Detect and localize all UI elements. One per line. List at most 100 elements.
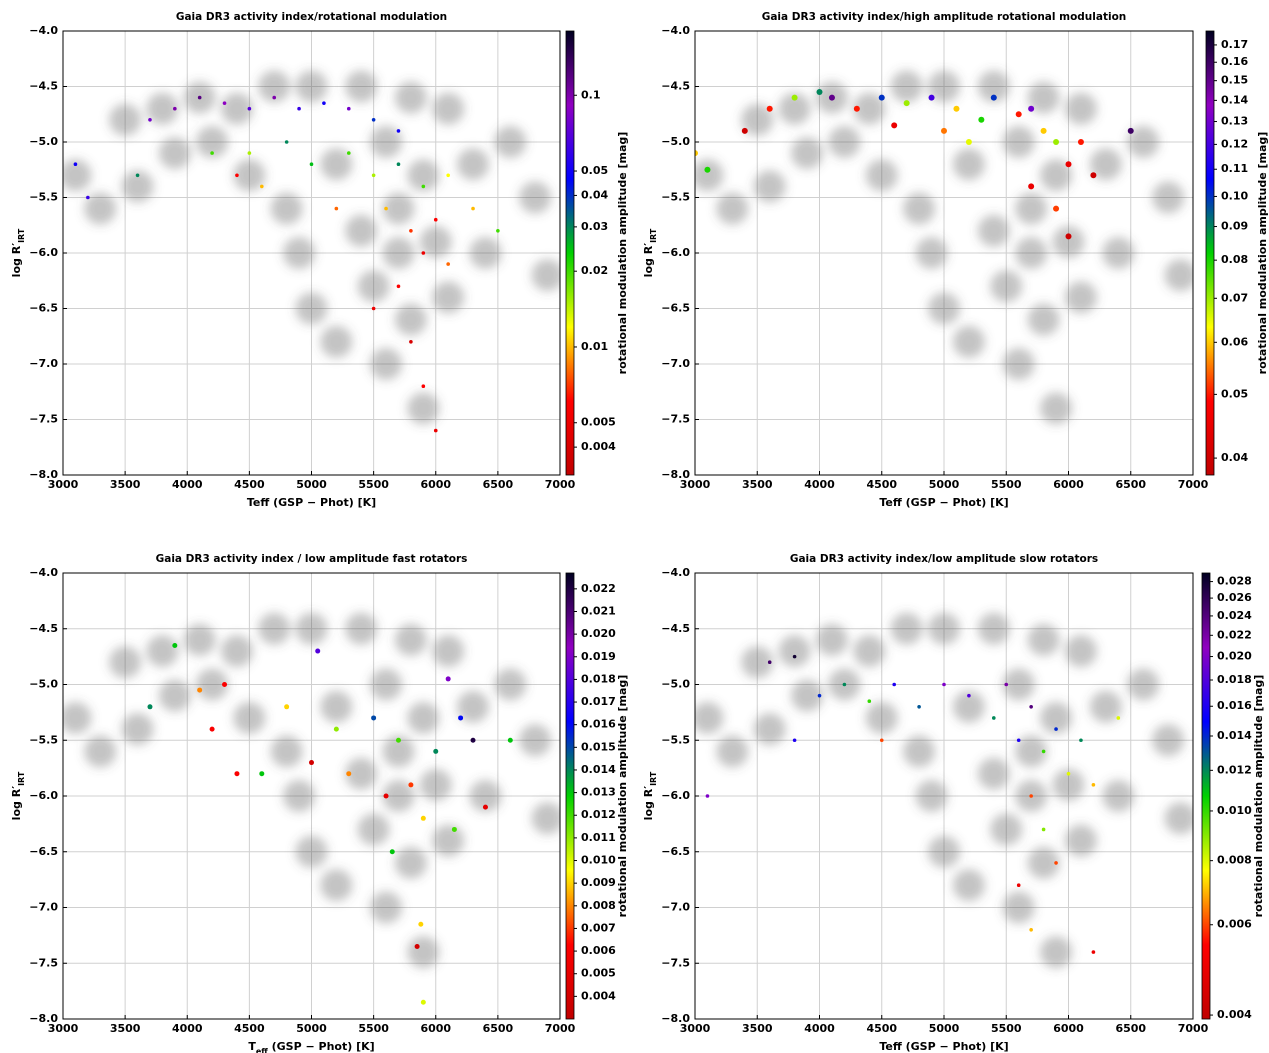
background-point — [1027, 303, 1060, 336]
point — [1077, 139, 1084, 145]
background-point — [121, 713, 154, 746]
background-point — [345, 70, 378, 103]
x-tick-label: 6500 — [1115, 1022, 1146, 1035]
background-point — [531, 802, 560, 835]
y-axis-label: log R′IRT — [642, 771, 658, 820]
background-point — [1002, 891, 1035, 924]
points — [73, 95, 500, 433]
point — [1053, 139, 1060, 145]
colorbar-tick-label: 0.004 — [581, 989, 616, 1002]
plot-frame — [694, 572, 1194, 1020]
point — [222, 682, 228, 687]
background-point — [370, 348, 403, 380]
point — [371, 118, 376, 122]
background-point — [1027, 81, 1060, 114]
point — [695, 150, 698, 157]
x-tick-label: 3000 — [680, 478, 711, 491]
background-point — [432, 824, 465, 857]
background-point — [494, 668, 527, 701]
colorbar-tick-label: 0.10 — [1221, 189, 1248, 202]
colorbar-tick-label: 0.006 — [581, 944, 616, 957]
colorbar — [1201, 572, 1211, 1020]
colorbar-tick-label: 0.1 — [581, 88, 601, 101]
background-point — [1064, 281, 1097, 314]
background-point — [270, 192, 303, 225]
background-point — [791, 679, 824, 712]
x-axis-label-part: T — [248, 1040, 256, 1053]
point — [420, 999, 426, 1005]
background-point — [220, 635, 253, 668]
background-point — [84, 192, 117, 225]
point — [234, 771, 240, 777]
point — [891, 122, 898, 129]
x-tick-label: 6000 — [420, 478, 451, 491]
colorbar-tick-label: 0.01 — [581, 340, 608, 353]
y-tick-label: −5.5 — [661, 191, 690, 204]
y-tick-label: −5.0 — [29, 135, 58, 148]
background-point — [394, 81, 427, 114]
background-point — [952, 325, 985, 358]
plot-frame — [62, 30, 561, 476]
background-point — [146, 635, 179, 668]
point — [389, 849, 395, 855]
background-point — [990, 270, 1023, 303]
background-point — [990, 813, 1023, 846]
point — [209, 726, 215, 732]
y-tick-label: −8.0 — [661, 1012, 690, 1025]
x-axis-label: Teff (GSP − Phot) [K] — [879, 1040, 1008, 1053]
background-point — [63, 159, 92, 192]
colorbar-tick-label: 0.12 — [1221, 137, 1248, 150]
point — [384, 206, 388, 211]
background-point — [1089, 148, 1122, 181]
background-point — [1052, 768, 1085, 801]
colorbar-tick-label: 0.012 — [581, 808, 616, 821]
background-point — [741, 646, 774, 679]
background-point — [716, 192, 749, 225]
background-point — [828, 126, 861, 158]
chart-title: Gaia DR3 activity index/low amplitude sl… — [790, 553, 1098, 565]
colorbar-tick-label: 0.022 — [1217, 628, 1252, 641]
point — [333, 726, 339, 732]
point — [210, 151, 214, 155]
background-point — [778, 635, 811, 668]
panel: Gaia DR3 activity index / low amplitude … — [10, 553, 629, 1053]
point — [867, 699, 872, 704]
colorbar-tick-label: 0.07 — [1221, 291, 1248, 304]
points — [147, 642, 513, 1005]
point — [73, 162, 78, 166]
panel: Gaia DR3 activity index/rotational modul… — [10, 11, 629, 509]
colorbar-tick-label: 0.021 — [581, 604, 616, 617]
point — [197, 95, 202, 100]
panel: Gaia DR3 activity index/low amplitude sl… — [642, 553, 1265, 1053]
colorbar-tick-label: 0.009 — [581, 876, 616, 889]
y-tick-label: −5.0 — [29, 678, 58, 691]
point — [247, 106, 252, 111]
point — [1091, 950, 1096, 954]
colorbar-tick-label: 0.15 — [1221, 74, 1248, 87]
point — [414, 944, 420, 950]
colorbar-tick-label: 0.012 — [1217, 763, 1252, 776]
x-tick-label: 6500 — [1115, 478, 1146, 491]
background-point — [815, 623, 848, 656]
background-point — [295, 70, 328, 103]
background-point — [345, 214, 378, 247]
colorbar-tick-label: 0.03 — [581, 220, 608, 233]
point — [1029, 928, 1033, 932]
colorbar-tick-label: 0.020 — [1217, 650, 1252, 663]
y-tick-label: −6.0 — [661, 789, 690, 802]
point — [1091, 783, 1096, 787]
colorbar-tick-label: 0.014 — [581, 763, 616, 776]
y-tick-label: −4.0 — [29, 24, 58, 37]
x-tick-label: 5000 — [929, 478, 960, 491]
x-tick-label: 4000 — [804, 478, 835, 491]
x-tick-label: 4500 — [866, 478, 897, 491]
y-tick-label: −4.5 — [29, 80, 58, 93]
background-point — [407, 936, 440, 969]
point — [471, 206, 475, 211]
colorbar-tick-label: 0.020 — [581, 627, 616, 640]
colorbar-tick-label: 0.004 — [581, 440, 616, 453]
background-point — [419, 225, 452, 258]
background-point — [890, 70, 923, 103]
colorbar-tick-label: 0.06 — [1221, 335, 1248, 348]
